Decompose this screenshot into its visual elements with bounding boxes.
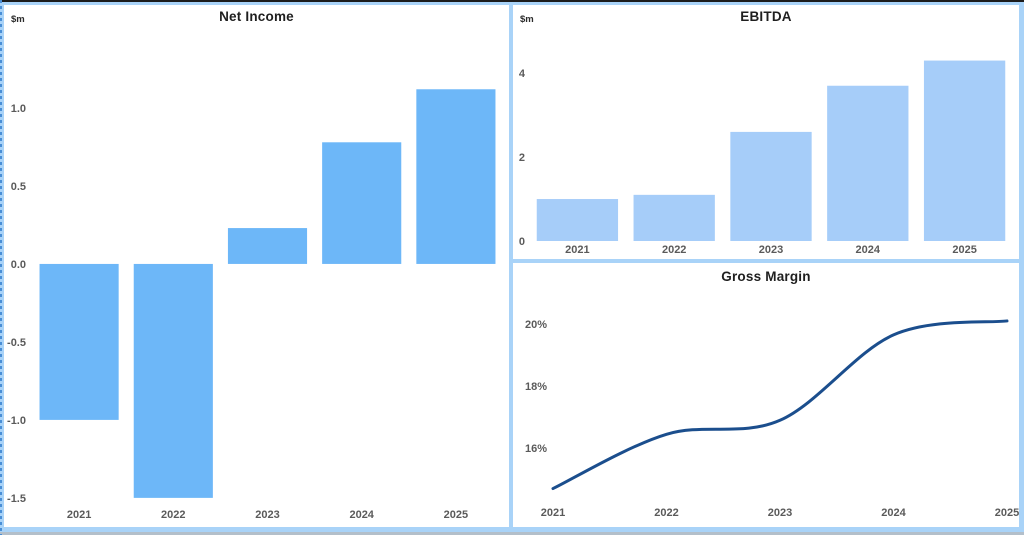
net-income-panel: $m Net Income 1.0 0.5 0.0 -0.5 -1.0 -1.5 2021 2… [4,5,509,527]
gross-margin-x-tick-label: 2022 [654,507,678,519]
net-income-x-tick-label: 2021 [67,509,91,521]
net-income-x-tick-label: 2025 [444,509,468,521]
ebitda-unit-label: $m [520,14,534,25]
gross-margin-x-tick-label: 2025 [995,507,1019,519]
ebitda-x-tick-label: 2023 [759,244,783,256]
ebitda-bar-2025[interactable] [923,60,1006,241]
net-income-bar-2024[interactable] [322,142,402,264]
ebitda-bar-2024[interactable] [827,85,909,242]
net-income-y-tick-label: -1.5 [7,493,26,505]
ebitda-y-tick-label: 2 [519,152,525,164]
gross-margin-chart[interactable]: 20% 18% 16% 2021 2022 2023 2024 2025 [513,263,1019,527]
net-income-bar-2022[interactable] [133,263,213,498]
ebitda-title: EBITDA [740,9,792,24]
ebitda-chart[interactable]: 4 2 0 2021 2022 2023 2024 2025 [513,5,1019,259]
net-income-chart[interactable]: 1.0 0.5 0.0 -0.5 -1.0 -1.5 2021 2022 2023 2024 202… [4,5,509,527]
gross-margin-x-tick-label: 2021 [541,507,565,519]
ebitda-bar-2023[interactable] [730,131,812,241]
ebitda-y-tick-label: 4 [519,68,526,80]
net-income-y-tick-label: 0.5 [11,181,26,193]
gross-margin-line[interactable] [551,319,1009,491]
net-income-bar-2025[interactable] [416,89,496,264]
net-income-y-tick-label: -0.5 [7,337,26,349]
net-income-title: Net Income [219,9,294,24]
net-income-y-tick-label: 0.0 [11,259,26,271]
ebitda-x-tick-label: 2022 [662,244,686,256]
net-income-x-tick-label: 2022 [161,509,185,521]
ebitda-x-tick-label: 2021 [565,244,589,256]
net-income-bar-2021[interactable] [39,263,119,420]
net-income-unit-label: $m [11,14,25,25]
ebitda-y-tick-label: 0 [519,236,525,248]
gross-margin-y-tick-label: 16% [525,443,547,455]
window-bottom-edge [0,532,1024,535]
gross-margin-panel: Gross Margin 20% 18% 16% 2021 2022 2023 2024 20… [513,263,1019,527]
ebitda-x-tick-label: 2025 [952,244,976,256]
gross-margin-x-tick-label: 2024 [881,507,906,519]
gross-margin-y-tick-label: 20% [525,319,547,331]
net-income-bar-2023[interactable] [227,228,308,264]
gross-margin-x-tick-label: 2023 [768,507,792,519]
net-income-y-tick-label: 1.0 [11,103,26,115]
gross-margin-y-tick-label: 18% [525,381,547,393]
net-income-y-tick-label: -1.0 [7,415,26,427]
net-income-x-tick-label: 2024 [349,509,374,521]
ebitda-x-tick-label: 2024 [856,244,881,256]
net-income-x-tick-label: 2023 [255,509,279,521]
ebitda-bar-2022[interactable] [633,194,715,241]
window-top-edge [0,0,1024,2]
ebitda-bar-2021[interactable] [536,199,619,241]
window-left-dashed-edge [0,0,2,535]
ebitda-panel: $m EBITDA 4 2 0 2021 2022 2023 2024 2025 [513,5,1019,259]
gross-margin-title: Gross Margin [721,269,811,284]
